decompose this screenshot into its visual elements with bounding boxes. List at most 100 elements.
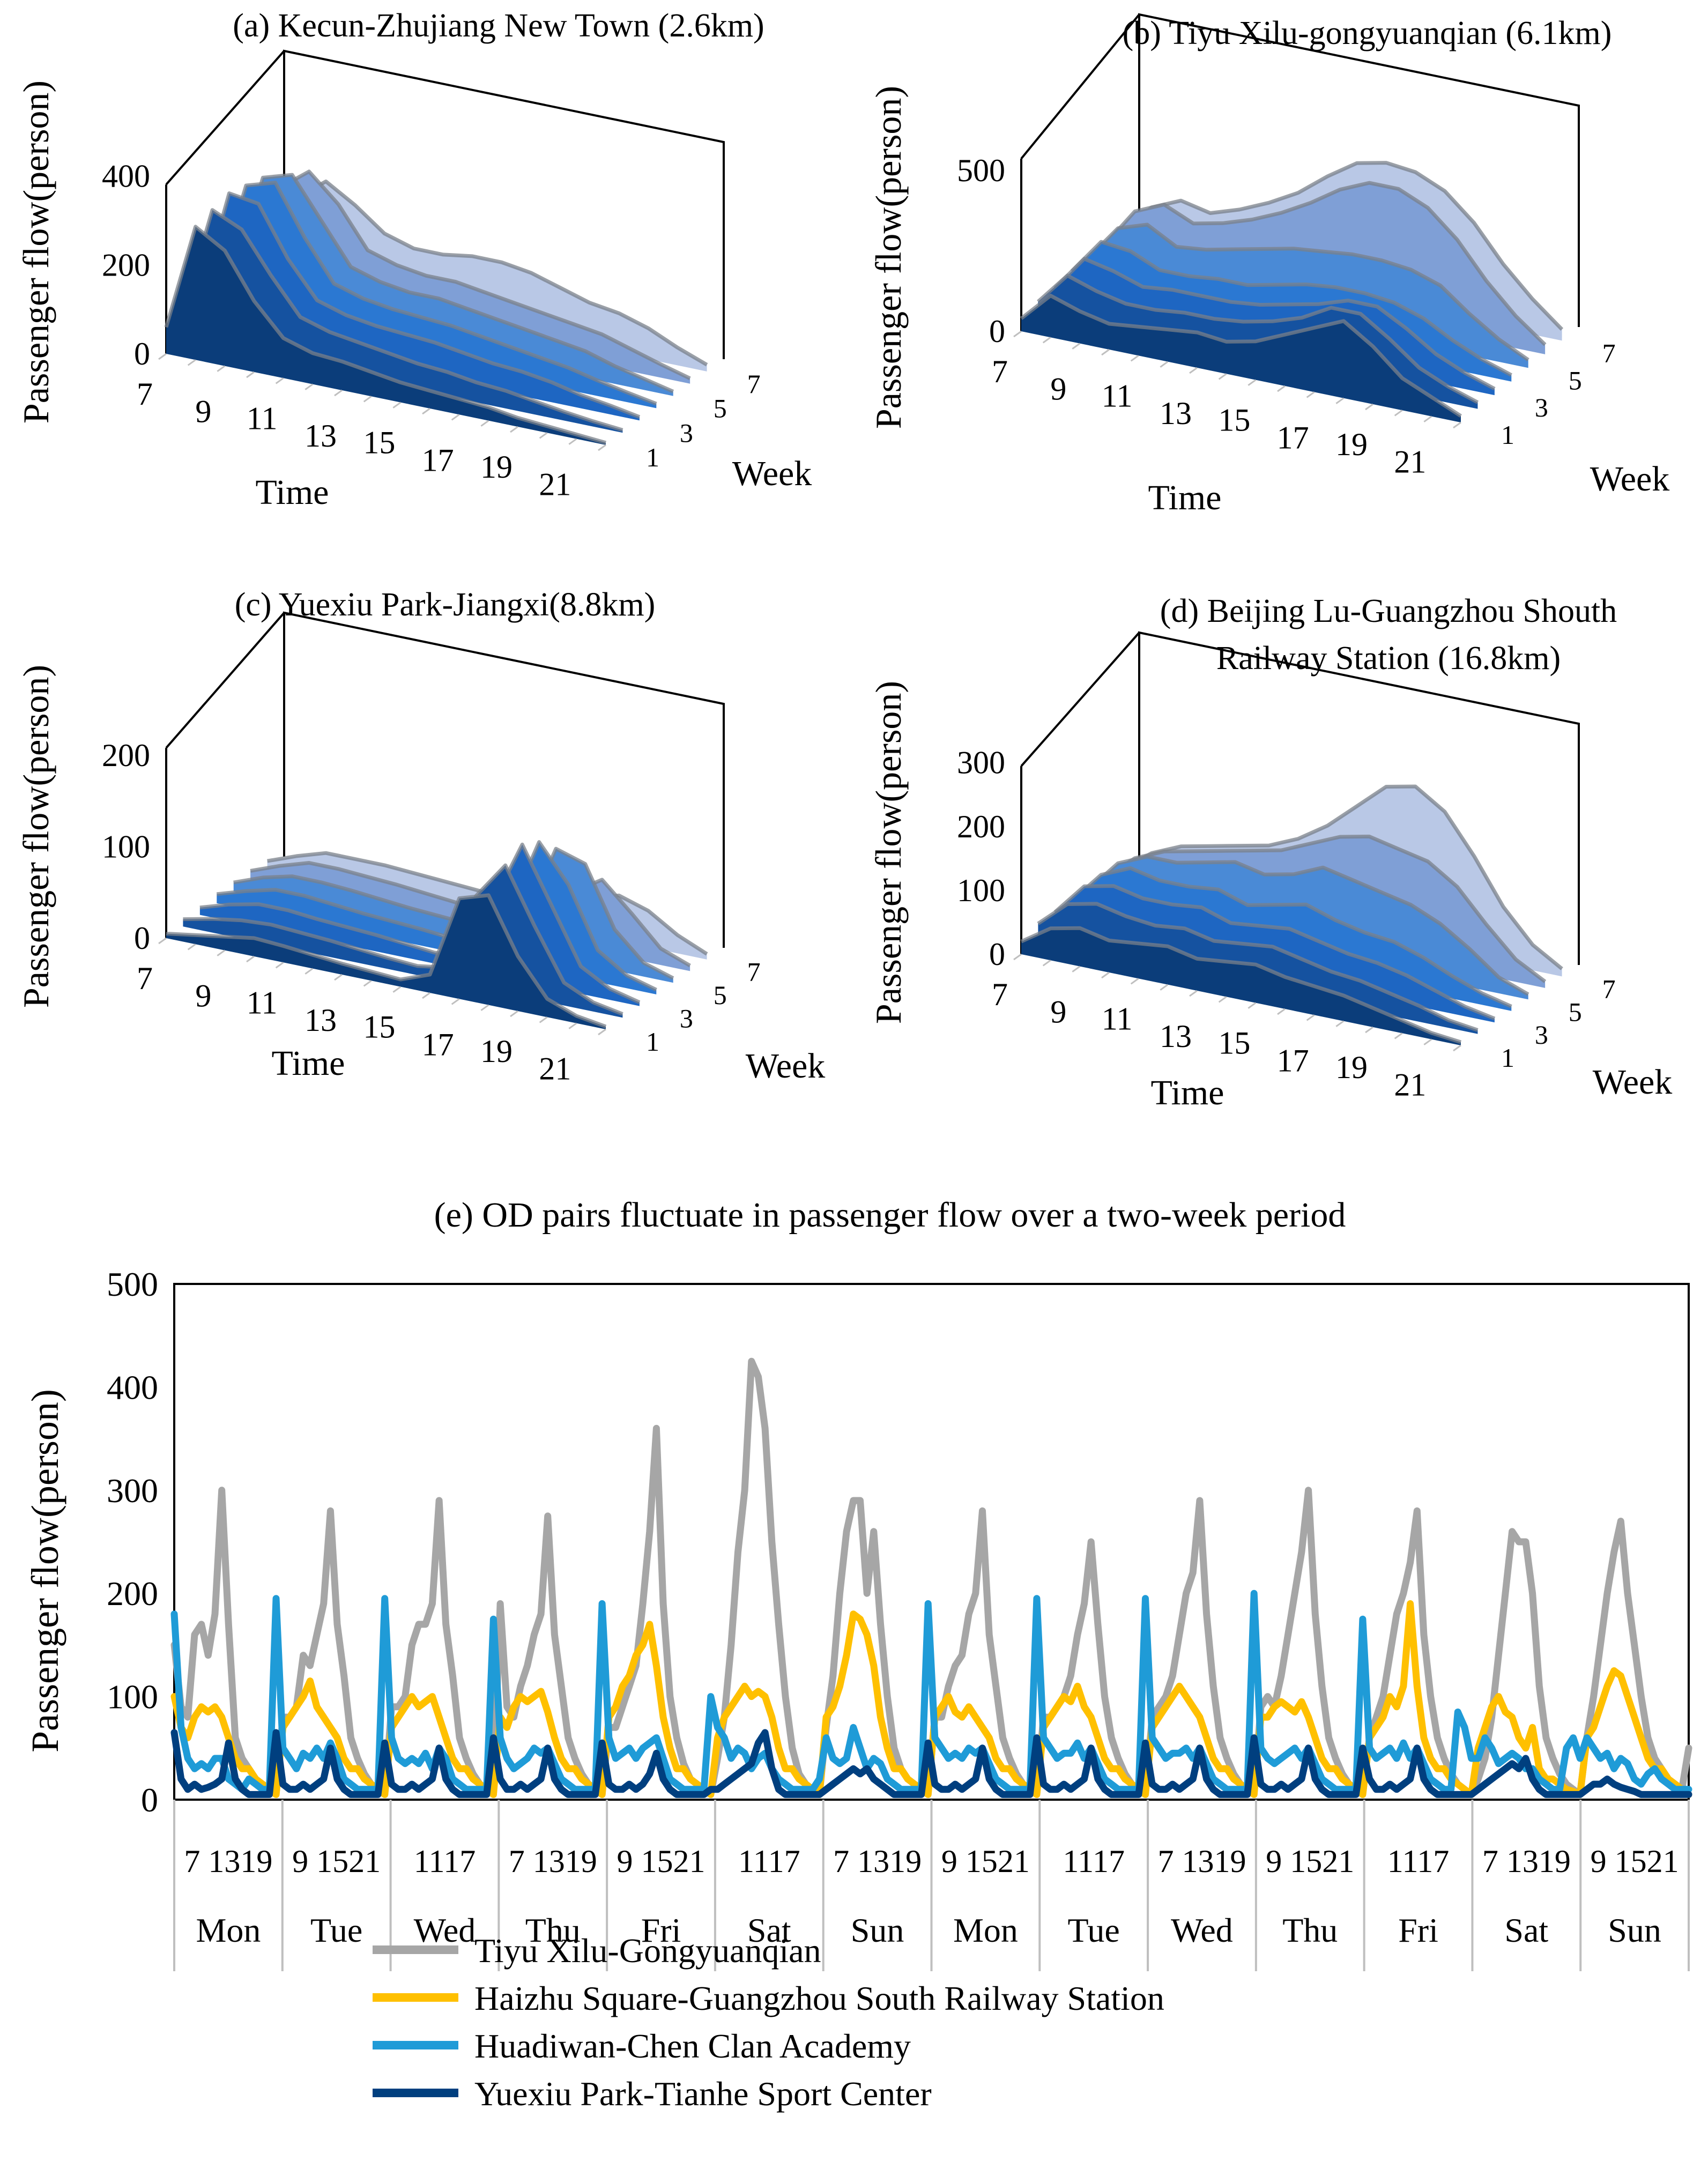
panel-d-title-line1: (d) Beijing Lu-Guangzhou Shouth — [1160, 593, 1617, 629]
y-tick-label: 0 — [134, 336, 150, 372]
time-tick — [1101, 971, 1110, 979]
panel-e-ylabel: Passenger flow(person) — [24, 1389, 66, 1752]
time-tick-label: 9 — [1050, 994, 1066, 1030]
week-tick-label: 5 — [1569, 365, 1582, 395]
time-tick-label: 7 — [992, 354, 1008, 389]
week-axis-title: Week — [1590, 459, 1670, 499]
series-line-3 — [170, 1729, 1692, 1798]
week-edge-5 — [1087, 222, 1529, 362]
time-tick — [1130, 355, 1139, 362]
back-wall — [283, 611, 725, 948]
week-tick-label: 1 — [646, 1027, 659, 1057]
time-tick — [187, 944, 196, 950]
y-tick-label: 300 — [957, 745, 1005, 781]
time-tick — [1101, 348, 1110, 356]
week-edge-3 — [1053, 884, 1496, 1021]
time-tick — [392, 402, 402, 409]
y-tick-label: 400 — [102, 159, 150, 194]
time-tick — [1218, 373, 1227, 380]
time-tick-label: 17 — [422, 442, 454, 478]
time-tick-label: 11 — [247, 400, 278, 436]
week-edge-7 — [1121, 161, 1564, 331]
y-tick-label: 0 — [989, 937, 1005, 972]
day-label: Thu — [1282, 1911, 1338, 1949]
week-edge-5 — [1087, 855, 1529, 996]
time-tick — [480, 1004, 489, 1011]
back-wall — [1138, 13, 1580, 327]
time-tick-label: 9 — [195, 394, 211, 429]
time-tick — [1423, 415, 1432, 422]
y-tick-label: 200 — [102, 738, 150, 773]
week-axis-title: Week — [732, 454, 812, 493]
side-wall-top — [165, 612, 285, 749]
time-tick — [1453, 1044, 1461, 1052]
y-tick-label: 100 — [957, 873, 1005, 908]
week-edge-6 — [1104, 834, 1547, 983]
time-tick-label: 15 — [1218, 403, 1250, 438]
time-tick — [1394, 1033, 1403, 1039]
y-tick-label: 500 — [957, 153, 1005, 188]
y-tick-label: 400 — [107, 1368, 158, 1406]
y-tick-label: 100 — [107, 1678, 158, 1716]
week-edge-2 — [1037, 273, 1479, 404]
week-edge-2 — [183, 863, 623, 1016]
hour-tick-labels: 9 1521 — [1591, 1844, 1679, 1879]
time-tick — [1277, 385, 1286, 392]
time-tick — [1247, 379, 1257, 386]
week-edge-5 — [232, 173, 674, 393]
time-tick — [568, 1022, 577, 1029]
time-tick-label: 11 — [1102, 378, 1133, 413]
time-tick — [217, 365, 226, 372]
time-tick — [1306, 391, 1315, 398]
time-tick-label: 11 — [1102, 1001, 1133, 1036]
week-axis-title: Week — [746, 1046, 826, 1086]
y-axis-title: Passenger flow(person) — [16, 80, 56, 424]
y-axis-title: Passenger flow(person) — [868, 681, 909, 1024]
time-tick — [1394, 410, 1403, 417]
panel-e-line-chart: 0 100 200 300 400 500 7 1319 Mon 9 1521 Tue 1117 We… — [107, 1265, 1692, 1971]
time-tick-label: 9 — [1050, 372, 1066, 407]
time-tick — [334, 974, 343, 981]
time-tick-label: 21 — [539, 467, 571, 502]
week-tick-label: 5 — [714, 980, 727, 1010]
day-label: Fri — [1398, 1911, 1438, 1949]
y-tick-label: 500 — [107, 1265, 158, 1303]
time-tick — [363, 980, 372, 987]
time-tick — [158, 937, 167, 945]
time-tick — [510, 426, 518, 433]
time-tick — [187, 359, 196, 366]
week-edge-1 — [1020, 926, 1462, 1044]
y-axis-title: Passenger flow(person) — [16, 665, 56, 1008]
week-tick-label: 3 — [1535, 392, 1548, 422]
week-tick-label: 1 — [1501, 1043, 1514, 1073]
time-tick — [1130, 978, 1139, 985]
time-tick — [1160, 361, 1169, 368]
legend-label-haizhu: Haizhu Square-Guangzhou South Railway St… — [474, 1979, 1164, 2017]
time-tick-label: 21 — [539, 1051, 571, 1087]
time-tick-label: 19 — [1335, 427, 1368, 462]
y-tick-label: 200 — [102, 247, 150, 283]
day-label: Wed — [1171, 1911, 1233, 1949]
week-area-1 — [166, 226, 606, 445]
time-tick — [1306, 1014, 1315, 1021]
hour-tick-labels: 7 1319 — [184, 1844, 272, 1879]
week-tick-label: 7 — [747, 957, 761, 987]
week-edge-2 — [181, 208, 623, 432]
back-wall — [1138, 631, 1580, 965]
week-area-1 — [166, 895, 606, 1029]
week-edge-1 — [1020, 293, 1462, 418]
time-tick — [334, 389, 343, 397]
hour-tick-labels: 7 1319 — [1157, 1844, 1246, 1879]
time-tick — [392, 986, 402, 993]
y-tick-label: 0 — [989, 314, 1005, 349]
time-tick-label: 15 — [1218, 1026, 1250, 1061]
y-tick-label: 200 — [107, 1575, 158, 1613]
day-label: Tue — [310, 1911, 362, 1949]
time-tick-label: 13 — [1160, 396, 1192, 431]
time-tick — [451, 998, 460, 1005]
day-label: Mon — [953, 1911, 1018, 1949]
side-wall-top — [165, 50, 285, 185]
week-edge-2 — [1037, 902, 1479, 1032]
panel-c-title: (c) Yuexiu Park-Jiangxi(8.8km) — [235, 586, 656, 623]
